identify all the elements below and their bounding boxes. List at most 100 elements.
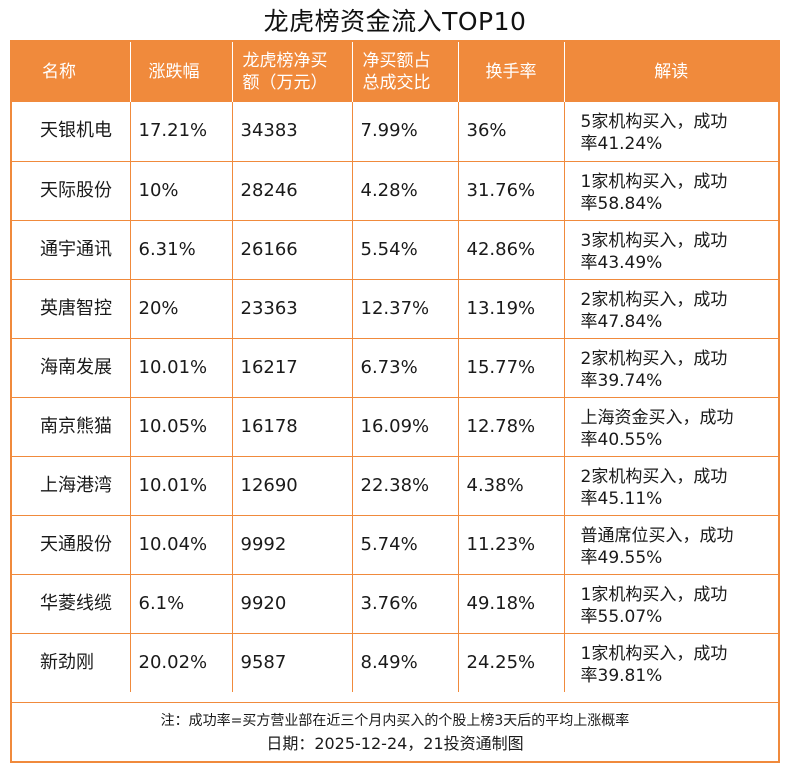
- cell-turnover: 12.78%: [457, 396, 564, 456]
- cell-net-buy: 26166: [231, 219, 352, 279]
- table-row: 海南发展 10.01% 16217 6.73% 15.77% 2家机构买入，成功 率39.7…: [12, 337, 778, 397]
- cell-ratio: 8.49%: [351, 632, 458, 692]
- reading-line-2: 率39.81%: [580, 665, 663, 686]
- reading-line-1: 2家机构买入，成功: [580, 289, 728, 310]
- header-change: 涨跌幅: [129, 42, 232, 102]
- table-row: 天际股份 10% 28246 4.28% 31.76% 1家机构买入，成功 率58.84%: [12, 160, 778, 220]
- cell-change: 10.01%: [129, 337, 232, 397]
- cell-name: 英唐智控: [12, 278, 130, 338]
- cell-net-buy: 16178: [231, 396, 352, 456]
- cell-reading: 1家机构买入，成功 率58.84%: [563, 160, 778, 220]
- cell-net-buy: 9920: [231, 573, 352, 633]
- cell-change: 10.05%: [129, 396, 232, 456]
- table-row: 华菱线缆 6.1% 9920 3.76% 49.18% 1家机构买入，成功 率55.07%: [12, 573, 778, 633]
- table-body: 天银机电 17.21% 34383 7.99% 36% 5家机构买入，成功 率41.24% 天…: [12, 102, 778, 692]
- reading-line-1: 2家机构买入，成功: [580, 466, 728, 487]
- cell-reading: 普通席位买入，成功 率49.55%: [563, 514, 778, 574]
- fund-inflow-table: 名称 涨跌幅 龙虎榜净买 额（万元） 净买额占 总成交比 换手率 解读 天银机电 17…: [12, 42, 778, 692]
- table-footer: 注：成功率=买方营业部在近三个月内买入的个股上榜3天后的平均上涨概率 日期：20…: [12, 702, 778, 764]
- cell-reading: 1家机构买入，成功 率39.81%: [563, 632, 778, 692]
- table-row: 通宇通讯 6.31% 26166 5.54% 42.86% 3家机构买入，成功 率43.49…: [12, 219, 778, 279]
- cell-ratio: 12.37%: [351, 278, 458, 338]
- cell-reading: 上海资金买入，成功 率40.55%: [563, 396, 778, 456]
- cell-ratio: 7.99%: [351, 102, 458, 161]
- cell-change: 10.04%: [129, 514, 232, 574]
- cell-net-buy: 9587: [231, 632, 352, 692]
- page-title: 龙虎榜资金流入TOP10: [263, 7, 527, 36]
- cell-net-buy: 28246: [231, 160, 352, 220]
- reading-line-2: 率58.84%: [580, 193, 663, 214]
- header-reading: 解读: [563, 42, 778, 102]
- cell-turnover: 42.86%: [457, 219, 564, 279]
- reading-line-2: 率47.84%: [580, 311, 663, 332]
- cell-name: 天通股份: [12, 514, 130, 574]
- cell-change: 10%: [129, 160, 232, 220]
- reading-line-1: 1家机构买入，成功: [580, 643, 728, 664]
- cell-ratio: 16.09%: [351, 396, 458, 456]
- cell-ratio: 4.28%: [351, 160, 458, 220]
- cell-reading: 2家机构买入，成功 率45.11%: [563, 455, 778, 515]
- cell-change: 6.31%: [129, 219, 232, 279]
- header-net-buy: 龙虎榜净买 额（万元）: [231, 42, 352, 102]
- cell-name: 南京熊猫: [12, 396, 130, 456]
- reading-line-1: 1家机构买入，成功: [580, 171, 728, 192]
- cell-turnover: 36%: [457, 102, 564, 161]
- cell-reading: 1家机构买入，成功 率55.07%: [563, 573, 778, 633]
- cell-turnover: 4.38%: [457, 455, 564, 515]
- cell-net-buy: 23363: [231, 278, 352, 338]
- header-name: 名称: [12, 42, 130, 102]
- footnote: 注：成功率=买方营业部在近三个月内买入的个股上榜3天后的平均上涨概率: [160, 713, 630, 729]
- cell-ratio: 5.54%: [351, 219, 458, 279]
- cell-ratio: 22.38%: [351, 455, 458, 515]
- reading-line-2: 率55.07%: [580, 606, 663, 627]
- reading-line-2: 率39.74%: [580, 370, 663, 391]
- cell-reading: 5家机构买入，成功 率41.24%: [563, 102, 778, 161]
- reading-line-1: 普通席位买入，成功: [580, 525, 734, 546]
- cell-name: 上海港湾: [12, 455, 130, 515]
- cell-name: 天银机电: [40, 120, 112, 142]
- cell-ratio: 5.74%: [351, 514, 458, 574]
- cell-turnover: 15.77%: [457, 337, 564, 397]
- cell-change: 10.01%: [129, 455, 232, 515]
- date-credit: 日期：2025-12-24，21投资通制图: [266, 734, 524, 753]
- reading-line-2: 率45.11%: [580, 488, 663, 509]
- cell-change: 17.21%: [129, 102, 232, 161]
- reading-line-2: 率40.55%: [580, 429, 663, 450]
- table-row: 新劲刚 20.02% 9587 8.49% 24.25% 1家机构买入，成功 率39.81%: [12, 632, 778, 692]
- table-row: 上海港湾 10.01% 12690 22.38% 4.38% 2家机构买入，成功 率45.1…: [12, 455, 778, 515]
- header-ratio: 净买额占 总成交比: [351, 42, 458, 102]
- cell-name: 华菱线缆: [12, 573, 130, 633]
- reading-line-1: 2家机构买入，成功: [580, 348, 728, 369]
- cell-change: 6.1%: [129, 573, 232, 633]
- cell-turnover: 49.18%: [457, 573, 564, 633]
- table-row: 天银机电 17.21% 34383 7.99% 36% 5家机构买入，成功 率41.24%: [12, 102, 778, 161]
- cell-ratio: 3.76%: [351, 573, 458, 633]
- table-header-row: 名称 涨跌幅 龙虎榜净买 额（万元） 净买额占 总成交比 换手率 解读: [12, 42, 778, 102]
- data-table-frame: 名称 涨跌幅 龙虎榜净买 额（万元） 净买额占 总成交比 换手率 解读 天银机电 17…: [10, 40, 780, 763]
- cell-turnover: 11.23%: [457, 514, 564, 574]
- cell-net-buy: 9992: [231, 514, 352, 574]
- cell-net-buy: 34383: [231, 102, 352, 161]
- cell-ratio: 6.73%: [351, 337, 458, 397]
- table-row: 南京熊猫 10.05% 16178 16.09% 12.78% 上海资金买入，成功 率40.…: [12, 396, 778, 456]
- header-turnover: 换手率: [457, 42, 564, 102]
- cell-net-buy: 12690: [231, 455, 352, 515]
- reading-line-2: 率41.24%: [580, 134, 663, 155]
- reading-line-2: 率43.49%: [580, 252, 663, 273]
- reading-line-1: 1家机构买入，成功: [580, 584, 728, 605]
- cell-reading: 3家机构买入，成功 率43.49%: [563, 219, 778, 279]
- cell-turnover: 31.76%: [457, 160, 564, 220]
- cell-change: 20%: [129, 278, 232, 338]
- reading-line-1: 3家机构买入，成功: [580, 230, 728, 251]
- cell-name: 通宇通讯: [12, 219, 130, 279]
- cell-reading: 2家机构买入，成功 率39.74%: [563, 337, 778, 397]
- table-row: 英唐智控 20% 23363 12.37% 13.19% 2家机构买入，成功 率47.84%: [12, 278, 778, 338]
- cell-name: 天际股份: [12, 160, 130, 220]
- cell-reading: 2家机构买入，成功 率47.84%: [563, 278, 778, 338]
- cell-name: 海南发展: [12, 337, 130, 397]
- cell-turnover: 24.25%: [457, 632, 564, 692]
- table-row: 天通股份 10.04% 9992 5.74% 11.23% 普通席位买入，成功 率49.55…: [12, 514, 778, 574]
- cell-net-buy: 16217: [231, 337, 352, 397]
- reading-line-1: 5家机构买入，成功: [580, 112, 728, 133]
- cell-turnover: 13.19%: [457, 278, 564, 338]
